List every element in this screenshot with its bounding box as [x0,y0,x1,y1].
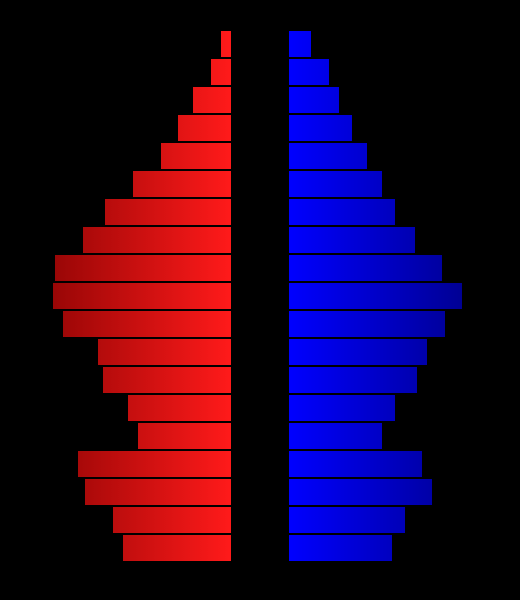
left-bar [102,366,232,394]
pyramid-bars [0,30,520,562]
pyramid-row [0,422,520,450]
pyramid-row [0,534,520,562]
left-bar [132,170,232,198]
pyramid-row [0,478,520,506]
pyramid-row [0,170,520,198]
left-bar [112,506,232,534]
left-bar [84,478,232,506]
right-bar [288,310,446,338]
population-pyramid-chart [0,0,520,600]
pyramid-row [0,310,520,338]
pyramid-row [0,58,520,86]
right-bar [288,506,406,534]
pyramid-row [0,226,520,254]
right-bar [288,450,423,478]
right-bar [288,58,330,86]
right-bar [288,170,383,198]
left-bar [82,226,232,254]
right-bar [288,366,418,394]
pyramid-row [0,338,520,366]
pyramid-row [0,30,520,58]
right-bar [288,282,463,310]
right-bar [288,478,433,506]
left-bar [160,142,232,170]
pyramid-row [0,86,520,114]
pyramid-row [0,142,520,170]
left-bar [192,86,232,114]
right-bar [288,86,340,114]
left-bar [62,310,232,338]
right-bar [288,226,416,254]
left-bar [54,254,232,282]
right-bar [288,198,396,226]
left-bar [127,394,232,422]
left-bar [77,450,232,478]
pyramid-row [0,366,520,394]
pyramid-row [0,254,520,282]
pyramid-row [0,450,520,478]
right-bar [288,394,396,422]
left-bar [104,198,232,226]
right-bar [288,114,353,142]
left-bar [97,338,232,366]
left-bar [220,30,232,58]
pyramid-row [0,394,520,422]
right-bar [288,254,443,282]
left-bar [137,422,232,450]
right-bar [288,534,393,562]
left-bar [122,534,232,562]
right-bar [288,142,368,170]
pyramid-row [0,114,520,142]
pyramid-row [0,198,520,226]
pyramid-row [0,506,520,534]
right-bar [288,338,428,366]
pyramid-row [0,282,520,310]
left-bar [177,114,232,142]
left-bar [52,282,232,310]
right-bar [288,30,312,58]
right-bar [288,422,383,450]
left-bar [210,58,232,86]
